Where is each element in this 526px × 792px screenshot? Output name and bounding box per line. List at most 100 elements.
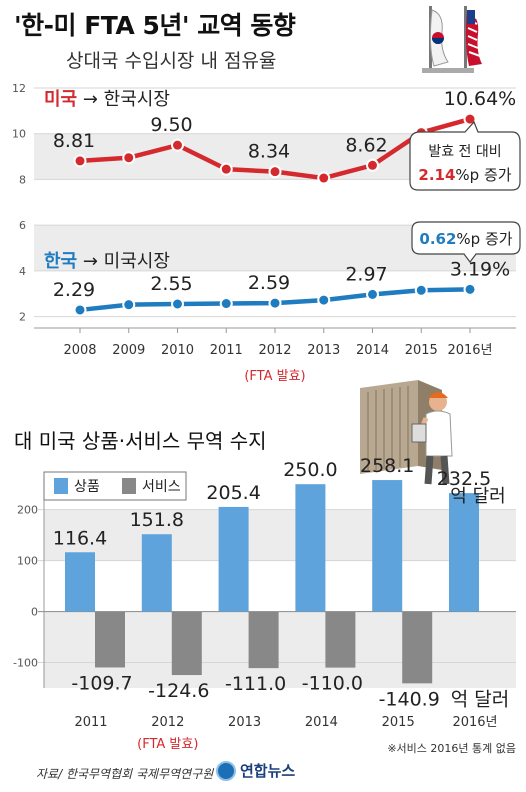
y-tick-label: -100 bbox=[13, 657, 38, 670]
footnote: ※서비스 2016년 통계 없음 bbox=[387, 742, 516, 755]
trade-balance-bar-chart: -100 0 100 200 상품 서비스 116.4 -109.7 2011 151.8 -124… bbox=[13, 458, 516, 752]
x-tick-label: 2012 bbox=[151, 715, 184, 730]
data-label: 8.81 bbox=[53, 130, 95, 152]
services-bar bbox=[325, 611, 356, 668]
callout-kr-text: 0.62%p 증가 bbox=[419, 230, 512, 248]
goods-bar bbox=[218, 506, 249, 612]
y-tick-label: 8 bbox=[19, 173, 26, 186]
goods-bar bbox=[449, 493, 479, 612]
unit-label-services: 억 달러 bbox=[451, 688, 509, 710]
data-label: 8.34 bbox=[248, 141, 290, 163]
series-name-us: 미국 → 한국시장 bbox=[44, 89, 170, 110]
callout-box-kr bbox=[411, 221, 521, 263]
data-point bbox=[268, 165, 282, 179]
y-tick-label: 0 bbox=[31, 606, 38, 619]
data-label: 2.55 bbox=[150, 273, 192, 295]
goods-value-label: 116.4 bbox=[53, 527, 107, 549]
series-name-kr: 한국 → 미국시장 bbox=[44, 251, 170, 272]
data-point bbox=[463, 112, 477, 126]
flags-icon bbox=[422, 6, 482, 73]
data-point bbox=[122, 298, 136, 312]
callout-us-line1: 발효 전 대비 bbox=[428, 144, 501, 160]
yonhap-logo: 연합뉴스 bbox=[216, 760, 295, 781]
source-credit: 자료/ 한국무역협회 국제무역연구원 bbox=[36, 767, 214, 781]
x-tick-label: 2011 bbox=[74, 715, 107, 730]
x-tick-label: 2015 bbox=[382, 715, 415, 730]
data-point bbox=[73, 303, 87, 317]
data-point bbox=[366, 287, 379, 301]
x-tick-label: 2014 bbox=[305, 715, 338, 730]
legend-swatch bbox=[54, 478, 68, 494]
x-tick-label: 2015 bbox=[405, 343, 438, 358]
y-tick-label: 2 bbox=[19, 311, 26, 324]
data-label: 2.59 bbox=[248, 272, 290, 294]
goods-value-label: 205.4 bbox=[206, 482, 260, 504]
services-bar bbox=[171, 611, 202, 676]
services-value-label: -110.0 bbox=[302, 673, 363, 695]
services-bar bbox=[248, 611, 279, 669]
callout-us-line2: 2.14%p 증가 bbox=[418, 166, 511, 184]
grid-band bbox=[44, 509, 516, 561]
x-tick-label: 2012 bbox=[258, 343, 291, 358]
data-point bbox=[122, 151, 136, 165]
data-point bbox=[366, 158, 379, 172]
line-chart-subtitle: 상대국 수입시장 내 점유율 bbox=[66, 50, 277, 72]
page-title: '한-미 FTA 5년' 교역 동향 bbox=[14, 11, 296, 40]
data-point bbox=[317, 171, 331, 185]
worker-with-container-icon bbox=[360, 380, 453, 485]
goods-value-label: 151.8 bbox=[130, 509, 184, 531]
x-tick-label: 2016년 bbox=[447, 343, 492, 358]
yonhap-logo-icon bbox=[216, 760, 236, 781]
legend-label: 서비스 bbox=[142, 479, 181, 495]
services-value-label: -140.9 bbox=[379, 688, 440, 710]
unit-label-goods: 억 달러 bbox=[450, 486, 505, 507]
data-point bbox=[463, 282, 477, 296]
data-point bbox=[219, 297, 233, 311]
goods-bar bbox=[295, 484, 326, 612]
data-label: 10.64% bbox=[444, 88, 516, 110]
x-tick-label: 2013 bbox=[228, 715, 261, 730]
services-value-label: -109.7 bbox=[71, 672, 132, 694]
data-label: 2.29 bbox=[53, 279, 95, 301]
x-tick-label: 2010 bbox=[161, 343, 194, 358]
bar-chart-title: 대 미국 상품·서비스 무역 수지 bbox=[14, 429, 267, 453]
data-point bbox=[171, 297, 184, 311]
y-tick-label: 10 bbox=[12, 128, 26, 141]
data-point bbox=[268, 296, 282, 310]
data-label: 8.62 bbox=[345, 134, 387, 156]
x-tick-label: 2009 bbox=[112, 343, 145, 358]
goods-bar bbox=[65, 552, 95, 612]
data-point bbox=[317, 293, 331, 307]
goods-bar bbox=[141, 534, 172, 612]
x-tick-label: 2011 bbox=[210, 343, 243, 358]
y-tick-label: 100 bbox=[17, 555, 38, 568]
legend-swatch bbox=[122, 478, 136, 494]
y-tick-label: 12 bbox=[12, 82, 26, 95]
x-tick-label: 2013 bbox=[307, 343, 340, 358]
data-label: 9.50 bbox=[150, 114, 192, 136]
fta-label: (FTA 발효) bbox=[137, 737, 198, 752]
fta-label: (FTA 발효) bbox=[244, 369, 305, 384]
x-tick-label: 2008 bbox=[63, 343, 96, 358]
data-label: 3.19% bbox=[450, 258, 510, 280]
data-label: 2.97 bbox=[345, 263, 387, 285]
services-bar bbox=[402, 611, 433, 684]
services-value-label: -124.6 bbox=[148, 680, 209, 702]
y-tick-label: 6 bbox=[19, 219, 26, 232]
services-bar bbox=[95, 611, 125, 668]
goods-value-label: 232.5 bbox=[437, 468, 491, 490]
callout-box-us bbox=[409, 120, 521, 191]
goods-value-label: 250.0 bbox=[283, 459, 337, 481]
data-point bbox=[414, 283, 428, 297]
data-point bbox=[171, 138, 184, 152]
x-tick-label: 2014 bbox=[356, 343, 389, 358]
goods-bar bbox=[372, 480, 403, 612]
y-tick-label: 4 bbox=[19, 265, 26, 278]
yonhap-logo-text: 연합뉴스 bbox=[240, 762, 296, 780]
market-share-line-chart: 2 4 6 8 10 12 2008 2009 2010 2011 2012 2013 2014 2015… bbox=[12, 82, 521, 384]
legend-label: 상품 bbox=[74, 479, 100, 495]
x-tick-label: 2016년 bbox=[452, 715, 497, 730]
y-tick-label: 200 bbox=[17, 504, 38, 517]
goods-value-label: 258.1 bbox=[360, 458, 414, 477]
